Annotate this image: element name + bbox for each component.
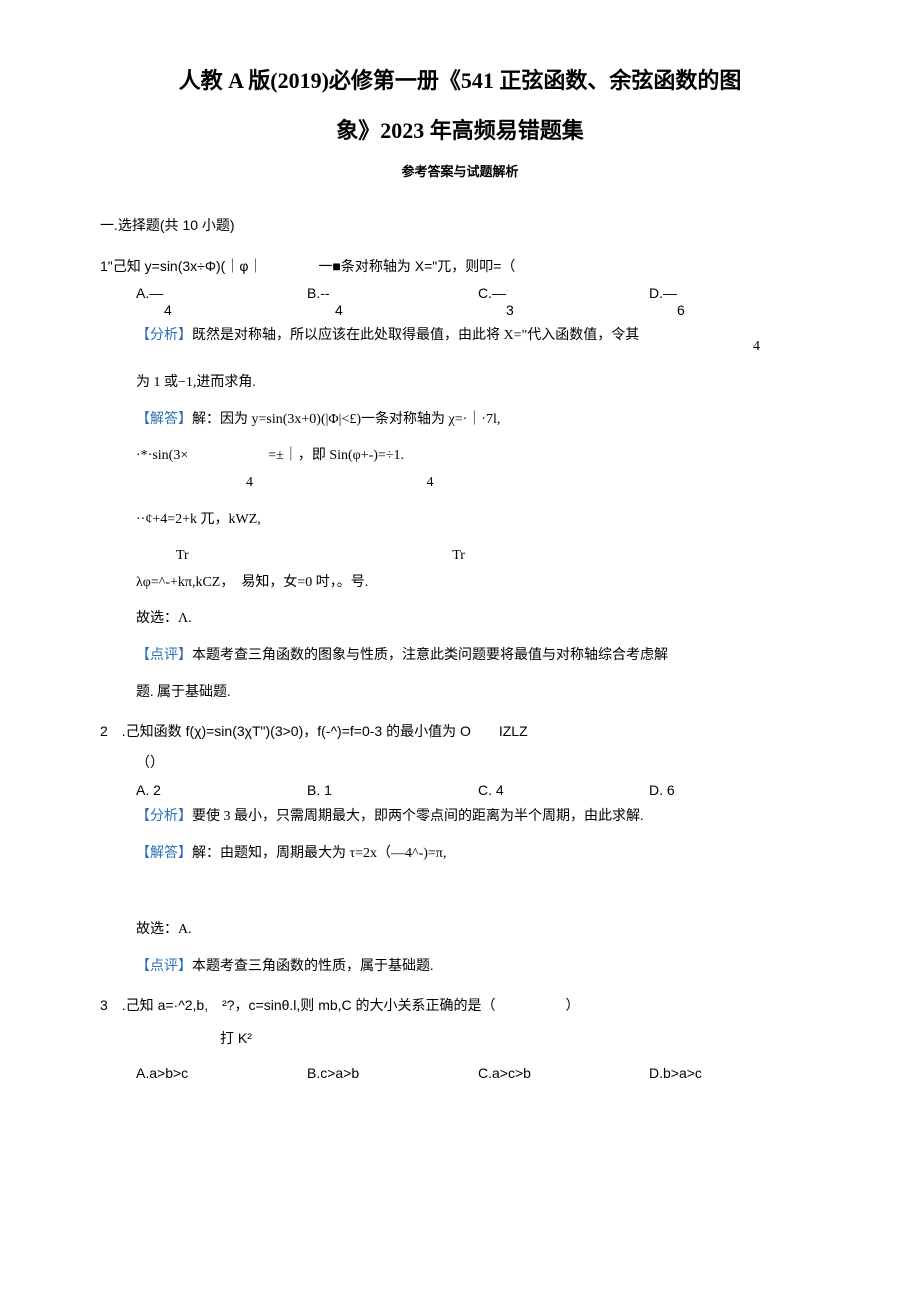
q1-comment-line2: 题. 属于基础题. [136, 680, 820, 707]
answer-label: 【解答】 [136, 846, 192, 861]
q3-sub: 打 K² [220, 1025, 820, 1052]
q3-choices: A.a>b>c B.c>a>b C.a>c>b D.b>a>c [136, 1060, 820, 1087]
q2-choice-d: D. 6 [649, 777, 820, 804]
q3-choice-d: D.b>a>c [649, 1060, 820, 1087]
q1-stem: 1"己知 y=sin(3x÷Φ)(｜φ｜ 一■条对称轴为 X="兀，则叩=（ [100, 253, 820, 280]
question-1: 1"己知 y=sin(3x÷Φ)(｜φ｜ 一■条对称轴为 X="兀，则叩=（ A… [100, 253, 820, 706]
question-2: 2 .己知函数 f(χ)=sin(3χT")(3>0)，f(-^)=f=0-3 … [100, 718, 820, 980]
section-heading: 一.选择题(共 10 小题) [100, 212, 820, 239]
choice-sub: 4 [164, 302, 307, 319]
q2-conclude: 故选：A. [136, 917, 820, 944]
comment-text: 本题考查三角函数的性质，属于基础题. [192, 959, 434, 974]
q1-choice-d: D.— 6 [649, 285, 820, 319]
q1-answer-line2-subs: 4 4 [136, 470, 820, 497]
answer-text-part-a: ·*·sin(3× [136, 443, 188, 470]
q1-choice-b: B.-- 4 [307, 285, 478, 319]
doc-subtitle: 参考答案与试题解析 [100, 160, 820, 185]
tr-b: Tr [452, 548, 465, 563]
q1-answer-line1: 【解答】解：因为 y=sin(3x+0)(|Φ|<£)一条对称轴为 χ=·｜·7… [136, 407, 820, 434]
choice-label: C.— [478, 285, 649, 302]
q2-choice-a: A. 2 [136, 777, 307, 804]
answer-label: 【解答】 [136, 412, 192, 427]
q1-choices: A.— 4 B.-- 4 C.— 3 D.— 6 [136, 285, 820, 319]
q1-answer-line4-top: Tr Tr [136, 543, 820, 570]
q2-answer: 【解答】解：由题知，周期最大为 τ=2x（—4^-)=π, [136, 841, 820, 868]
comment-label: 【点评】 [136, 959, 192, 974]
comment-text: 本题考查三角函数的图象与性质，注意此类问题要将最值与对称轴综合考虑解 [192, 648, 668, 663]
tr-a: Tr [176, 548, 189, 563]
q3-choice-c: C.a>c>b [478, 1060, 649, 1087]
choice-sub: 6 [677, 302, 820, 319]
doc-title-line2: 象》2023 年高频易错题集 [100, 110, 820, 152]
analysis-label: 【分析】 [136, 809, 192, 824]
choice-label: D.— [649, 285, 820, 302]
answer-text: 解：由题知，周期最大为 τ=2x（—4^-)=π, [192, 846, 446, 861]
answer-text: 解：因为 y=sin(3x+0)(|Φ|<£)一条对称轴为 χ=·｜·7l, [192, 412, 500, 427]
doc-title-line1: 人教 A 版(2019)必修第一册《541 正弦函数、余弦函数的图 [100, 60, 820, 102]
q1-conclude: 故选：Λ. [136, 606, 820, 633]
choice-sub: 3 [506, 302, 649, 319]
q2-analysis: 【分析】要使 3 最小，只需周期最大，即两个零点间的距离为半个周期，由此求解. [136, 804, 820, 831]
q2-stem-a: 2 .己知函数 f(χ)=sin(3χT")(3>0)，f(-^)=f=0-3 … [100, 718, 820, 745]
q1-comment-line1: 【点评】本题考查三角函数的图象与性质，注意此类问题要将最值与对称轴综合考虑解 [136, 643, 820, 670]
q2-choice-c: C. 4 [478, 777, 649, 804]
q3-choice-a: A.a>b>c [136, 1060, 307, 1087]
q1-choice-a: A.— 4 [136, 285, 307, 319]
q1-choice-c: C.— 3 [478, 285, 649, 319]
q1-answer-line4: λφ=^-+kπ,kCZ， 易知，女=0 吋，。号. [136, 570, 820, 597]
sub-a: 4 [246, 475, 253, 490]
q3-choice-b: B.c>a>b [307, 1060, 478, 1087]
q2-choice-b: B. 1 [307, 777, 478, 804]
q2-stem-b: （） [136, 751, 820, 778]
q1-answer-line2: ·*·sin(3× =±｜，即 Sin(φ+-)=÷1. [136, 443, 820, 470]
q2-choices: A. 2 B. 1 C. 4 D. 6 [136, 777, 820, 804]
q1-analysis-line2: 为 1 或−1,进而求角. [136, 370, 820, 397]
comment-label: 【点评】 [136, 648, 192, 663]
choice-sub: 4 [335, 302, 478, 319]
q1-answer-line3: ··¢+4=2+k 兀，kWZ, [136, 507, 820, 534]
analysis-label: 【分析】 [136, 328, 192, 343]
sub-b: 4 [427, 475, 434, 490]
q3-stem: 3 .己知 a=·^2,b, ²?，c=sinθ.l,则 mb,C 的大小关系正… [100, 992, 820, 1019]
q2-comment: 【点评】本题考查三角函数的性质，属于基础题. [136, 954, 820, 981]
question-3: 3 .己知 a=·^2,b, ²?，c=sinθ.l,则 mb,C 的大小关系正… [100, 992, 820, 1086]
choice-label: A.— [136, 285, 307, 302]
choice-label: B.-- [307, 285, 478, 302]
answer-text-part-b: =±｜，即 Sin(φ+-)=÷1. [268, 443, 404, 470]
analysis-text: 既然是对称轴，所以应该在此处取得最值，由此将 X="代入函数值，令其 [192, 328, 639, 343]
analysis-text: 要使 3 最小，只需周期最大，即两个零点间的距离为半个周期，由此求解. [192, 809, 644, 824]
